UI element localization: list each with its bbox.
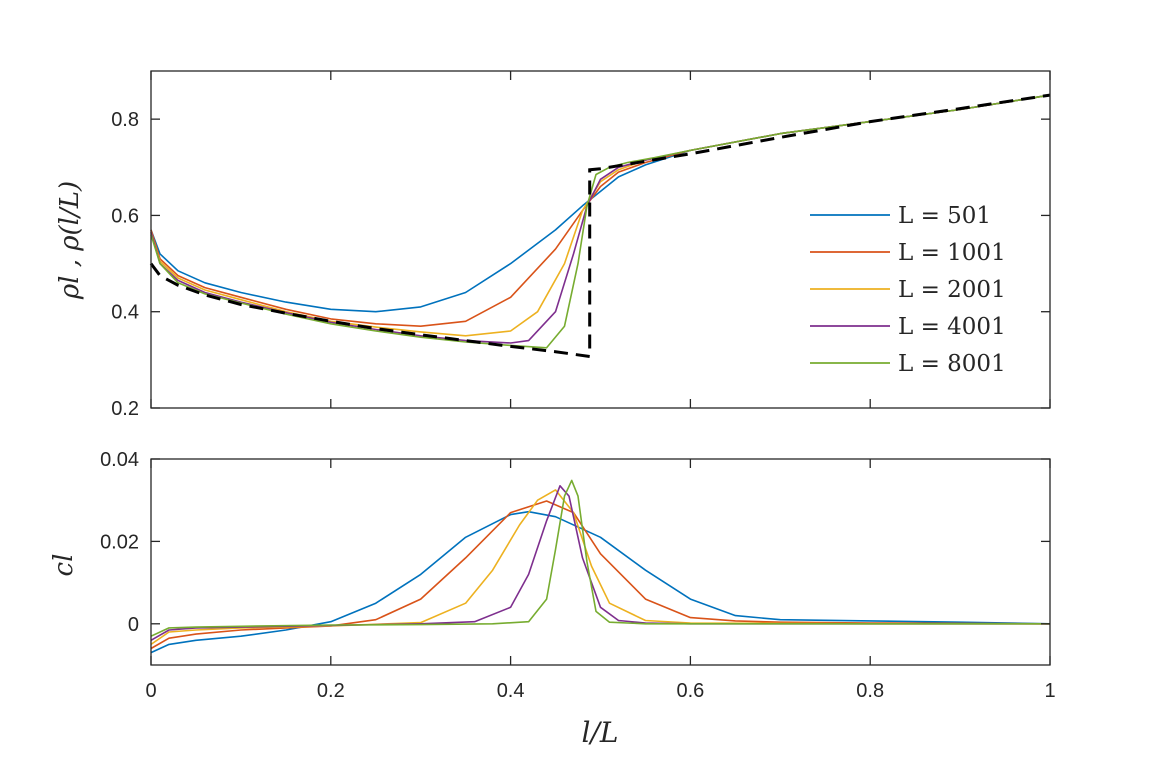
y-tick-label: 0.04 bbox=[100, 449, 139, 471]
x-tick-label: 0 bbox=[145, 680, 156, 702]
legend-label: L = 501 bbox=[898, 203, 991, 229]
legend-label: L = 4001 bbox=[898, 314, 1006, 340]
bottom-ticks: 0 0.2 0.4 0.6 0.8 1 0 0.02 0.04 bbox=[100, 449, 1056, 702]
bottom-series-line-501 bbox=[150, 510, 1051, 654]
x-tick-label: 0.8 bbox=[856, 680, 884, 702]
legend-label: L = 1001 bbox=[898, 240, 1006, 266]
y-tick-label: 0.6 bbox=[111, 205, 139, 227]
y-tick-label: 0 bbox=[128, 614, 139, 636]
legend: L = 501 L = 1001 L = 2001 L = 4001 L = 8001 bbox=[810, 203, 1006, 377]
y-tick-label: 0.2 bbox=[111, 398, 139, 420]
top-series-group bbox=[149, 93, 1051, 359]
top-ticks: 0.2 0.4 0.6 0.8 bbox=[111, 71, 1051, 420]
legend-label: L = 8001 bbox=[898, 351, 1006, 377]
top-plot-frame bbox=[150, 70, 1051, 409]
bottom-series-group bbox=[150, 479, 1051, 654]
bottom-axes: 0 0.2 0.4 0.6 0.8 1 0 0.02 0.04 cl l/L bbox=[49, 449, 1056, 749]
x-tick-label: 0.4 bbox=[497, 680, 525, 702]
top-ylabel: ρl , ρ(l/L) bbox=[55, 181, 85, 300]
y-tick-label: 0.02 bbox=[100, 531, 139, 553]
xlabel: l/L bbox=[582, 716, 619, 749]
top-axes: 0.2 0.4 0.6 0.8 ρl , ρ(l/L) L = 501 L = 1001… bbox=[55, 70, 1051, 420]
x-tick-label: 0.2 bbox=[317, 680, 345, 702]
bottom-ylabel: cl bbox=[49, 554, 79, 577]
legend-label: L = 2001 bbox=[898, 277, 1006, 303]
bottom-series-line-1001 bbox=[150, 500, 1051, 650]
x-tick-label: 0.6 bbox=[676, 680, 704, 702]
top-series-line-limit bbox=[149, 93, 1051, 359]
bottom-series-line-8001 bbox=[150, 479, 1050, 637]
y-tick-label: 0.8 bbox=[111, 109, 139, 131]
bottom-plot-frame bbox=[150, 458, 1051, 666]
bottom-series-line-4001 bbox=[150, 484, 1050, 641]
x-tick-label: 1 bbox=[1044, 680, 1055, 702]
y-tick-label: 0.4 bbox=[111, 302, 139, 324]
